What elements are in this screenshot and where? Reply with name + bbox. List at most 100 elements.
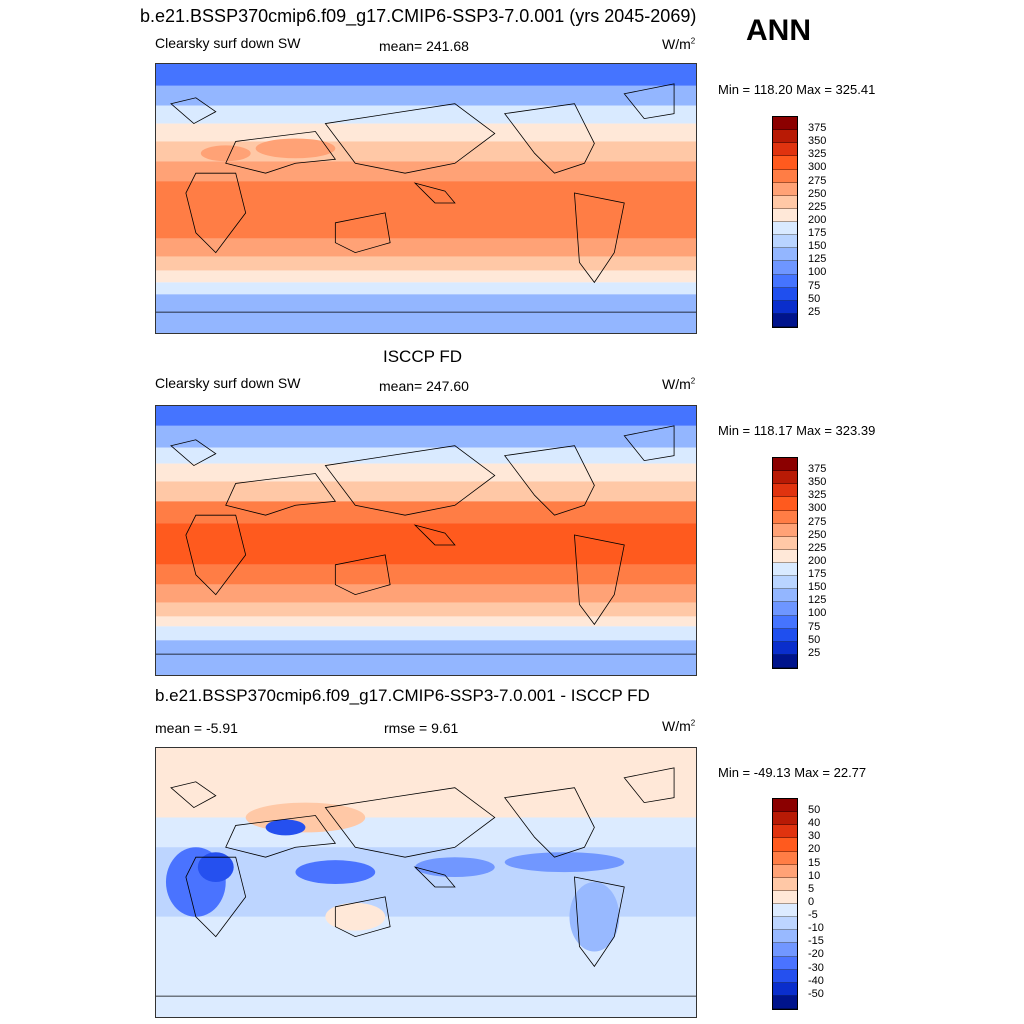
colorbar-segment xyxy=(773,904,797,918)
colorbar-tick-label: 275 xyxy=(808,515,827,528)
colorbar-segment xyxy=(773,864,797,878)
panel1-mean-label: mean= 241.68 xyxy=(379,38,469,54)
colorbar-segment xyxy=(773,300,797,314)
colorbar-segment xyxy=(773,615,797,629)
colorbar-segment xyxy=(773,825,797,839)
colorbar-segment xyxy=(773,838,797,852)
colorbar-tick-label: 25 xyxy=(808,646,821,659)
colorbar-tick-label: 200 xyxy=(808,554,827,567)
colorbar-tick-label: 250 xyxy=(808,528,827,541)
colorbar-segment xyxy=(773,890,797,904)
colorbar-tick-label: -40 xyxy=(808,974,824,987)
colorbar-segment xyxy=(773,589,797,603)
colorbar-tick-label: 325 xyxy=(808,148,827,161)
colorbar-segment xyxy=(773,851,797,865)
colorbar-segment xyxy=(773,812,797,826)
colorbar-segment xyxy=(773,130,797,144)
colorbar-tick-label: 350 xyxy=(808,476,827,489)
colorbar-tick-label: 100 xyxy=(808,607,827,620)
colorbar-tick-label: -50 xyxy=(808,987,824,1000)
panel2-title: ISCCP FD xyxy=(383,347,463,366)
colorbar-tick-label: 225 xyxy=(808,200,827,213)
panel1-colorbar xyxy=(772,116,798,328)
colorbar-tick-label: 75 xyxy=(808,279,821,292)
colorbar-tick-label: 10 xyxy=(808,869,821,882)
colorbar-segment xyxy=(773,576,797,590)
colorbar-segment xyxy=(773,182,797,196)
colorbar-tick-label: 50 xyxy=(808,292,821,305)
panel2-units: W/m2 xyxy=(662,376,696,392)
panel1-units: W/m2 xyxy=(662,36,696,52)
colorbar-tick-label: 100 xyxy=(808,266,827,279)
colorbar-segment xyxy=(773,471,797,485)
colorbar-segment xyxy=(773,117,797,131)
colorbar-tick-label: 200 xyxy=(808,213,827,226)
panel3-map xyxy=(155,747,697,1018)
colorbar-tick-label: 20 xyxy=(808,843,821,856)
colorbar-segment xyxy=(773,313,797,327)
colorbar-segment xyxy=(773,602,797,616)
colorbar-tick-label: 125 xyxy=(808,253,827,266)
colorbar-tick-label: 375 xyxy=(808,122,827,134)
panel1-map xyxy=(155,63,697,334)
season-label: ANN xyxy=(746,14,811,47)
colorbar-tick-label: 50 xyxy=(808,804,821,816)
colorbar-segment xyxy=(773,169,797,183)
colorbar-segment xyxy=(773,877,797,891)
colorbar-tick-label: -5 xyxy=(808,909,818,921)
colorbar-segment xyxy=(773,458,797,472)
colorbar-tick-label: -20 xyxy=(808,948,824,961)
panel2-variable-label: Clearsky surf down SW xyxy=(155,375,301,391)
panel3-title: b.e21.BSSP370cmip6.f09_g17.CMIP6-SSP3-7.… xyxy=(155,686,650,705)
colorbar-segment xyxy=(773,510,797,524)
colorbar-segment xyxy=(773,235,797,249)
colorbar-tick-label: 325 xyxy=(808,489,827,502)
panel3-colorbar xyxy=(772,798,798,1010)
panel2-minmax: Min = 118.17 Max = 323.39 xyxy=(718,423,876,438)
colorbar-tick-label: -30 xyxy=(808,961,824,974)
colorbar-segment xyxy=(773,484,797,498)
panel3-rmse-label: rmse = 9.61 xyxy=(384,720,459,736)
colorbar-tick-label: -15 xyxy=(808,935,824,948)
colorbar-tick-label: 25 xyxy=(808,305,821,318)
colorbar-tick-label: 275 xyxy=(808,174,827,187)
colorbar-tick-label: 125 xyxy=(808,594,827,607)
colorbar-tick-label: 375 xyxy=(808,463,827,475)
colorbar-tick-label: 150 xyxy=(808,240,827,253)
colorbar-segment xyxy=(773,274,797,288)
colorbar-segment xyxy=(773,628,797,642)
colorbar-segment xyxy=(773,143,797,157)
panel2-mean-label: mean= 247.60 xyxy=(379,378,469,394)
panel1-minmax: Min = 118.20 Max = 325.41 xyxy=(718,82,876,97)
colorbar-segment xyxy=(773,287,797,301)
colorbar-tick-label: 15 xyxy=(808,856,821,869)
colorbar-segment xyxy=(773,523,797,537)
colorbar-segment xyxy=(773,563,797,577)
colorbar-segment xyxy=(773,930,797,944)
colorbar-segment xyxy=(773,222,797,236)
colorbar-segment xyxy=(773,995,797,1009)
colorbar-segment xyxy=(773,956,797,970)
colorbar-segment xyxy=(773,536,797,550)
colorbar-tick-label: 0 xyxy=(808,895,815,908)
panel2-colorbar xyxy=(772,457,798,669)
panel3-units: W/m2 xyxy=(662,718,696,734)
colorbar-segment xyxy=(773,549,797,563)
colorbar-segment xyxy=(773,248,797,262)
colorbar-tick-label: 300 xyxy=(808,502,827,515)
colorbar-segment xyxy=(773,195,797,209)
colorbar-segment xyxy=(773,654,797,668)
colorbar-tick-label: 5 xyxy=(808,882,815,895)
colorbar-segment xyxy=(773,799,797,813)
panel1-variable-label: Clearsky surf down SW xyxy=(155,35,301,51)
colorbar-tick-label: 150 xyxy=(808,581,827,594)
panel3-mean-label: mean = -5.91 xyxy=(155,720,238,736)
colorbar-tick-label: 225 xyxy=(808,541,827,554)
colorbar-tick-label: 300 xyxy=(808,161,827,174)
colorbar-segment xyxy=(773,641,797,655)
main-title: b.e21.BSSP370cmip6.f09_g17.CMIP6-SSP3-7.… xyxy=(140,6,697,26)
colorbar-segment xyxy=(773,208,797,222)
colorbar-tick-label: 175 xyxy=(808,568,827,580)
colorbar-tick-label: -10 xyxy=(808,922,824,935)
colorbar-segment xyxy=(773,497,797,511)
